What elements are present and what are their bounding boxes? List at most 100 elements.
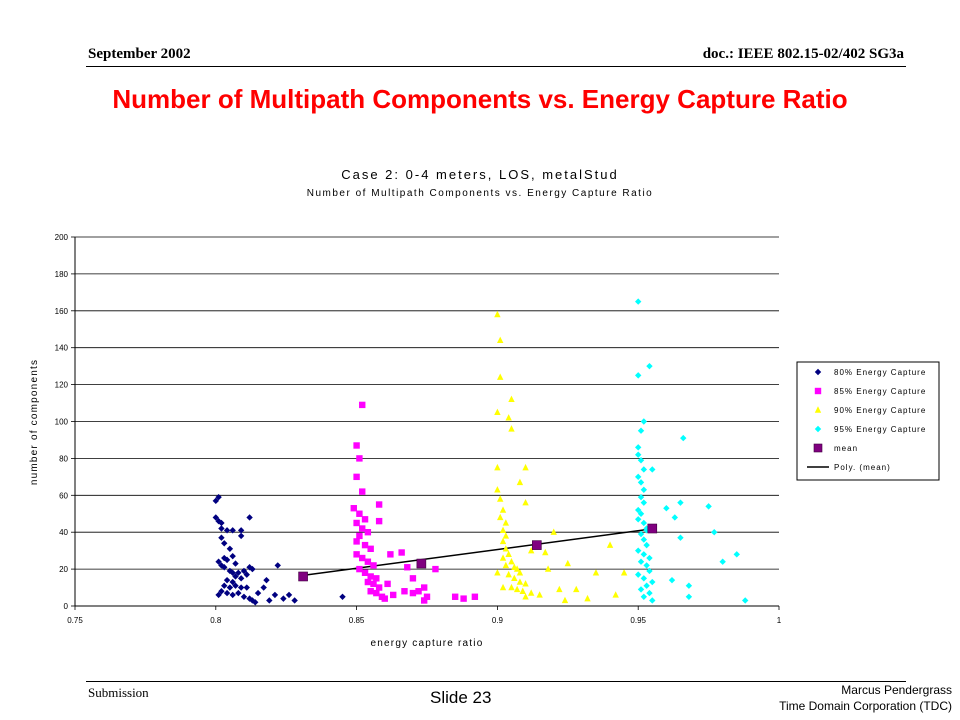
data-point (246, 514, 253, 521)
data-point (350, 505, 357, 512)
data-point (527, 546, 535, 554)
chart-subtitle: Number of Multipath Components vs. Energ… (307, 188, 654, 199)
data-point (499, 583, 507, 591)
data-point (646, 589, 653, 597)
y-tick-label: 120 (55, 381, 69, 390)
data-point (223, 527, 231, 534)
data-point (544, 565, 552, 572)
data-point (637, 457, 645, 464)
data-point (375, 517, 383, 525)
data-point (361, 516, 369, 523)
data-point (637, 427, 645, 434)
data-point (640, 519, 648, 527)
data-point (668, 576, 676, 584)
legend-label: mean (834, 444, 858, 453)
data-point (640, 551, 648, 558)
data-point (221, 564, 228, 571)
data-point (513, 585, 521, 593)
data-point (353, 551, 360, 558)
data-point (663, 505, 670, 512)
data-point (516, 578, 524, 585)
data-point (364, 578, 372, 586)
x-tick-label: 0.9 (492, 616, 504, 625)
data-point (564, 559, 571, 567)
data-point (643, 562, 650, 569)
data-point (643, 582, 650, 589)
data-point (499, 537, 507, 545)
data-point (573, 585, 580, 593)
data-point (370, 562, 377, 569)
legend-swatch (814, 425, 822, 433)
data-point (260, 584, 267, 591)
y-tick-label: 20 (59, 565, 68, 574)
axes: 0 20 40 60 80 100 120 140 160 180 200 0.75 0.8 0.85 0.… (55, 233, 782, 625)
data-point (415, 588, 422, 595)
data-point (742, 597, 749, 604)
data-point (522, 580, 529, 587)
legend-swatch (814, 368, 822, 376)
data-point (353, 473, 360, 481)
data-point (229, 569, 236, 576)
data-point (232, 560, 239, 567)
data-point (646, 362, 653, 370)
data-point (221, 582, 228, 589)
data-point (522, 593, 529, 600)
data-point (215, 591, 222, 599)
data-point (502, 519, 510, 526)
data-point (522, 498, 529, 506)
data-point (361, 569, 369, 576)
data-point (353, 538, 360, 545)
data-point (229, 552, 236, 560)
data-point (606, 541, 614, 548)
data-point (243, 584, 250, 591)
data-point (373, 589, 380, 597)
data-point (423, 593, 431, 600)
data-point (643, 541, 650, 549)
data-point (243, 571, 250, 578)
data-point (508, 558, 515, 565)
data-point (640, 418, 648, 425)
y-tick-label: 200 (55, 233, 69, 242)
data-point (359, 401, 366, 409)
data-point (705, 503, 712, 510)
header-date: September 2002 (88, 46, 191, 62)
data-point (502, 545, 510, 552)
y-tick-label: 100 (55, 418, 69, 427)
data-point (637, 493, 645, 501)
data-point (237, 532, 245, 540)
y-axis-label: number of components (29, 359, 40, 485)
data-point (612, 591, 619, 598)
data-point (359, 554, 366, 562)
data-point (432, 565, 439, 573)
data-point (218, 519, 225, 527)
data-point (637, 479, 645, 486)
legend-swatch (814, 387, 822, 395)
mean-point (532, 540, 542, 550)
data-point (252, 599, 259, 606)
data-point (237, 527, 245, 534)
data-point (375, 501, 383, 508)
data-point (271, 591, 279, 599)
data-point (519, 587, 526, 594)
data-point (460, 595, 467, 602)
data-point (511, 574, 518, 582)
data-point (508, 583, 515, 591)
footer-author: Marcus Pendergrass (841, 683, 952, 697)
y-tick-label: 160 (55, 307, 69, 316)
data-point (229, 578, 236, 586)
data-point (649, 578, 656, 586)
data-point (263, 576, 270, 584)
data-point (620, 569, 628, 576)
data-point (215, 558, 222, 565)
data-point (494, 569, 501, 576)
data-point (494, 408, 501, 415)
header-rule (86, 66, 906, 67)
data-point (516, 569, 524, 576)
data-point (361, 541, 369, 549)
legend-label: 80% Energy Capture (834, 368, 926, 377)
data-point (556, 585, 563, 593)
data-point (635, 516, 642, 523)
data-point (561, 596, 569, 604)
data-point (508, 425, 515, 432)
